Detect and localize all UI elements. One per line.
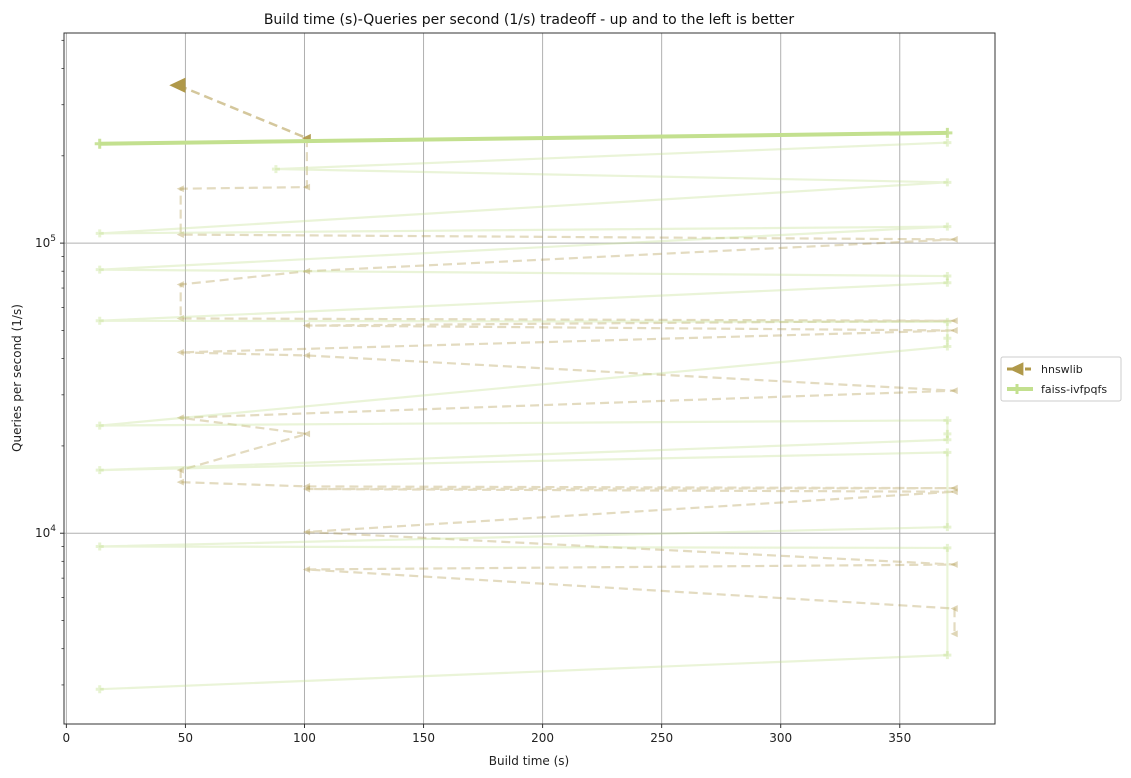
data-point xyxy=(943,435,952,444)
data-point xyxy=(95,685,104,694)
series-line xyxy=(179,138,956,634)
data-point xyxy=(302,528,311,536)
grid-lines xyxy=(64,33,995,724)
pareto-point xyxy=(169,77,186,93)
legend-swatch-marker xyxy=(1009,362,1024,376)
data-point xyxy=(302,183,311,191)
data-point xyxy=(302,566,311,573)
data-point xyxy=(176,185,184,193)
series-faiss-ivfpqfs xyxy=(94,127,953,694)
data-point xyxy=(176,231,184,238)
legend-swatch-marker xyxy=(1012,384,1022,394)
legend-label: faiss-ivfpqfs xyxy=(1041,383,1107,396)
data-point xyxy=(302,352,311,359)
pareto-point xyxy=(942,127,953,138)
data-point xyxy=(95,466,104,475)
data-point xyxy=(950,235,958,243)
y-axis-title: Queries per second (1/s) xyxy=(10,304,24,452)
plot-frame xyxy=(63,32,996,725)
chart-title: Build time (s)-Queries per second (1/s) … xyxy=(264,12,795,28)
data-point xyxy=(943,272,952,281)
data-series-layer xyxy=(94,77,958,694)
data-point xyxy=(950,605,958,612)
x-tick-label: 250 xyxy=(650,731,673,745)
data-point xyxy=(176,281,184,288)
legend: hnswlib faiss-ivfpqfs xyxy=(1000,356,1122,402)
data-point xyxy=(943,222,952,231)
data-point xyxy=(943,138,952,147)
data-point xyxy=(943,523,952,532)
y-tick-exponent: 4 xyxy=(50,524,56,534)
pareto-line xyxy=(177,84,308,140)
y-tick-base: 10 xyxy=(35,236,50,250)
data-point xyxy=(95,542,104,551)
series-line xyxy=(98,141,949,691)
data-point xyxy=(943,651,952,660)
data-point xyxy=(950,488,958,496)
data-point xyxy=(943,317,952,326)
pareto-line xyxy=(99,130,948,146)
data-point xyxy=(95,316,104,325)
data-point xyxy=(943,416,952,425)
pareto-point xyxy=(94,138,105,149)
series-hnswlib xyxy=(169,77,958,638)
data-point xyxy=(302,485,311,493)
data-point xyxy=(943,334,952,343)
data-point xyxy=(950,317,958,325)
data-point xyxy=(950,327,958,334)
y-tick-base: 10 xyxy=(35,526,50,540)
data-point xyxy=(176,315,184,322)
data-point xyxy=(95,421,104,430)
data-point xyxy=(176,414,184,422)
data-point xyxy=(943,342,952,351)
data-point xyxy=(176,466,184,474)
y-tick-label: 105 xyxy=(35,234,56,250)
data-point xyxy=(95,265,104,274)
data-point xyxy=(943,429,952,438)
y-tick-label: 104 xyxy=(35,524,56,540)
data-point xyxy=(271,165,280,174)
data-point xyxy=(950,387,958,395)
data-point xyxy=(302,430,311,438)
x-tick-label: 350 xyxy=(888,731,911,745)
x-tick-label: 200 xyxy=(531,731,554,745)
data-point xyxy=(302,267,311,275)
data-point xyxy=(950,484,958,492)
legend-label: hnswlib xyxy=(1041,363,1083,376)
x-tick-label: 50 xyxy=(178,731,193,745)
x-tick-label: 100 xyxy=(293,731,316,745)
x-axis-title: Build time (s) xyxy=(489,754,569,768)
data-point xyxy=(950,630,958,638)
data-point xyxy=(95,229,104,238)
data-point xyxy=(943,448,952,457)
x-tick-label: 0 xyxy=(63,731,71,745)
plot-area xyxy=(64,33,995,724)
x-tick-label: 150 xyxy=(412,731,435,745)
data-point xyxy=(302,322,311,329)
data-point xyxy=(943,543,952,552)
y-tick-exponent: 5 xyxy=(50,234,56,244)
data-point xyxy=(176,349,184,356)
data-point xyxy=(302,483,311,490)
data-point xyxy=(943,278,952,287)
x-tick-label: 300 xyxy=(769,731,792,745)
data-point xyxy=(943,178,952,187)
data-point xyxy=(950,561,958,568)
data-point xyxy=(176,478,184,486)
